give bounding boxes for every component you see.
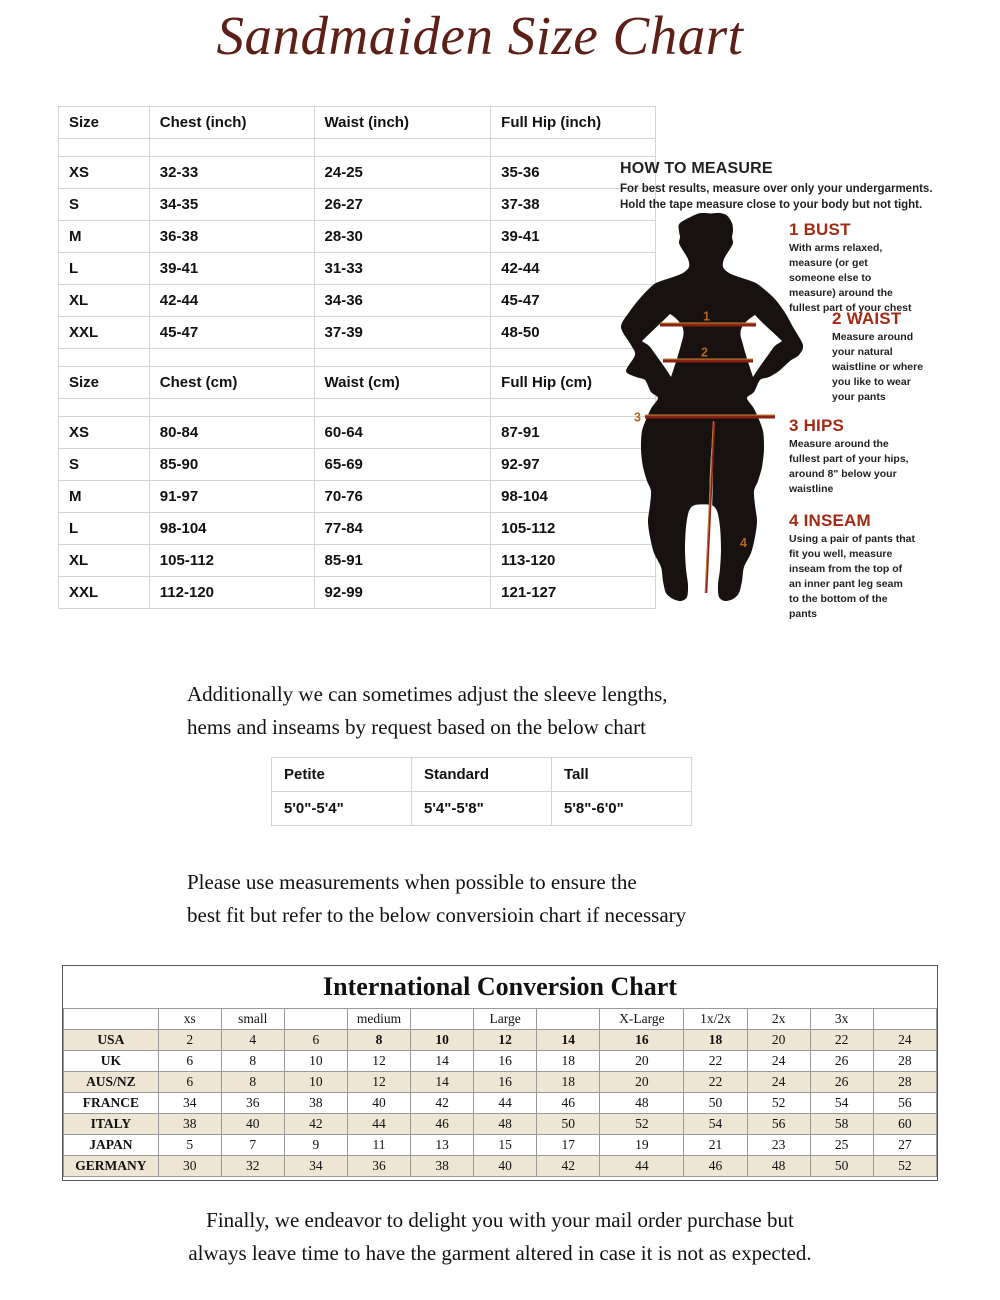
svg-text:2: 2 xyxy=(701,346,708,360)
svg-text:3: 3 xyxy=(634,411,641,425)
svg-text:4: 4 xyxy=(740,536,747,550)
svg-text:1: 1 xyxy=(703,310,710,324)
